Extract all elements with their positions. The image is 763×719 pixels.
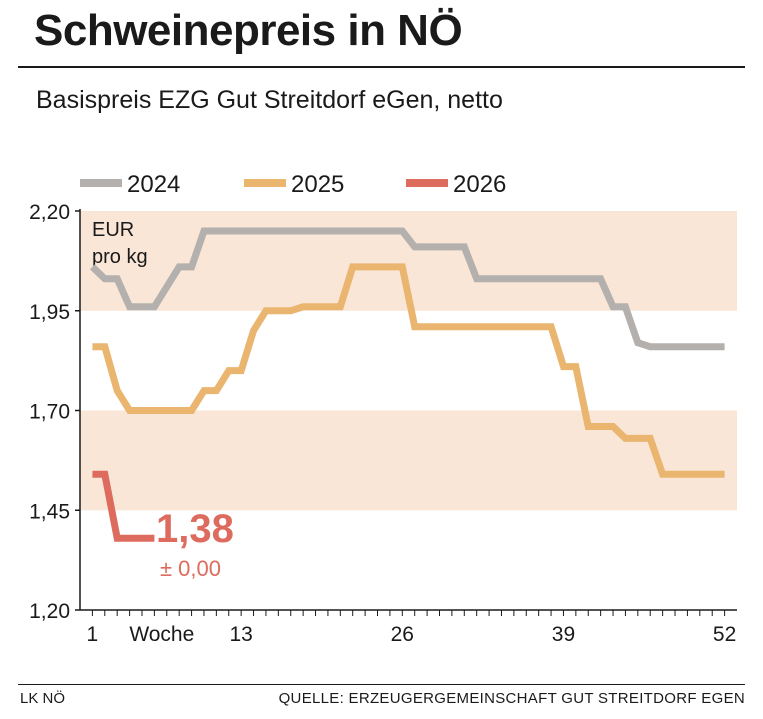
unit-label-line-1: pro kg — [92, 246, 148, 268]
legend-label-2026: 2026 — [453, 171, 506, 198]
series-line-2024 — [89, 227, 725, 351]
y-tick-label: 1,95 — [29, 301, 70, 324]
annotation-change: ± 0,00 — [160, 556, 221, 581]
page-title: Schweinepreis in NÖ — [34, 6, 463, 55]
legend-label-2024: 2024 — [127, 171, 180, 198]
footer-publisher: LK NÖ — [20, 690, 66, 707]
unit-label: EUR pro kg — [92, 219, 148, 268]
band-1 — [80, 410, 737, 511]
legend-label-2025: 2025 — [291, 171, 344, 198]
x-tick-label: 52 — [713, 623, 736, 646]
y-tick-label: 1,70 — [29, 401, 70, 424]
x-tick-label: 13 — [229, 623, 252, 646]
x-tick-label: 26 — [391, 623, 414, 646]
title-divider — [18, 66, 745, 68]
chart-subtitle: Basispreis EZG Gut Streitdorf eGen, nett… — [36, 86, 503, 114]
annotation-value: 1,38 — [156, 507, 234, 551]
legend: 2024 2025 2026 — [80, 171, 506, 198]
axes: 1,20 1,45 1,70 1,95 2,20 1 13 26 39 52 Woche — [29, 201, 737, 646]
x-tick-label: 39 — [552, 623, 575, 646]
series-lines — [89, 227, 725, 542]
x-axis-label: Woche — [129, 623, 194, 646]
y-tick-label: 2,20 — [29, 201, 70, 224]
latest-value-annotation: 1,38 ± 0,00 — [156, 507, 234, 581]
y-tick-label: 1,20 — [29, 600, 70, 623]
footer-divider — [18, 684, 745, 685]
series-line-2025 — [92, 263, 725, 478]
y-tick-label: 1,45 — [29, 500, 70, 523]
series-line-2026 — [92, 470, 155, 542]
x-tick-label: 1 — [87, 623, 99, 646]
footer-source: QUELLE: ERZEUGERGEMEINSCHAFT GUT STREITD… — [278, 690, 745, 707]
unit-label-line-0: EUR — [92, 219, 134, 241]
background-bands — [80, 211, 737, 511]
